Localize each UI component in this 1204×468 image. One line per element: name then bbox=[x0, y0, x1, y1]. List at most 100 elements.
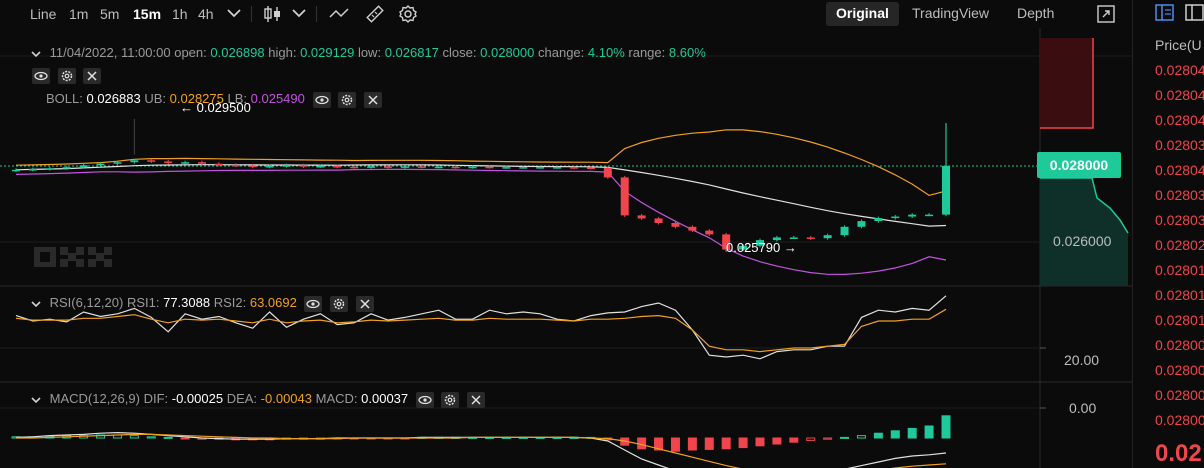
view-original-button[interactable]: Original bbox=[826, 2, 899, 26]
close-icon[interactable] bbox=[355, 295, 374, 312]
gear-icon[interactable] bbox=[330, 295, 349, 312]
okx-watermark-logo bbox=[34, 247, 112, 267]
rsi2-line bbox=[15, 308, 947, 353]
close-value: 0.028000 bbox=[480, 45, 535, 60]
timeframe-4h[interactable]: 4h bbox=[198, 6, 214, 22]
rsi2-value: 63.0692 bbox=[249, 295, 297, 310]
orderbook-price[interactable]: 0.02800 bbox=[1155, 412, 1204, 428]
candle-body bbox=[12, 169, 20, 172]
rsi-axis-tick: 20.00 bbox=[1064, 352, 1100, 368]
high-marker-label: ← 0.029500 bbox=[180, 100, 251, 115]
low-marker-label: 0.025790 → bbox=[726, 240, 797, 255]
timeframe-1m[interactable]: 1m bbox=[69, 6, 89, 22]
close-icon[interactable] bbox=[467, 391, 486, 408]
close-icon[interactable] bbox=[83, 67, 102, 84]
candle-body bbox=[806, 237, 815, 239]
orderbook-price[interactable]: 0.02803 bbox=[1155, 212, 1204, 228]
orderbook-price[interactable]: 0.02800 bbox=[1155, 387, 1204, 403]
eye-icon[interactable] bbox=[32, 67, 50, 84]
gear-icon[interactable] bbox=[57, 67, 76, 84]
fullscreen-icon[interactable] bbox=[1096, 4, 1116, 24]
candle-body bbox=[654, 218, 663, 223]
high-value: 0.029129 bbox=[300, 45, 355, 60]
rsi1-line bbox=[15, 295, 947, 360]
view-tradingview-button[interactable]: TradingView bbox=[912, 5, 990, 21]
gear-icon[interactable] bbox=[398, 4, 418, 24]
orderbook-price[interactable]: 0.02800 bbox=[1155, 362, 1204, 378]
orderbook-price[interactable]: 0.02804 bbox=[1155, 162, 1204, 178]
candle-body bbox=[502, 167, 511, 169]
gear-icon[interactable] bbox=[338, 91, 357, 108]
candle-body bbox=[603, 167, 612, 178]
view-depth-button[interactable]: Depth bbox=[1017, 5, 1055, 21]
orderbook-price[interactable]: 0.02803 bbox=[1155, 137, 1204, 153]
macd-bar bbox=[704, 437, 714, 450]
macd-bar bbox=[687, 437, 697, 451]
macd-bar bbox=[180, 437, 190, 440]
current-price-tag: 0.028000 bbox=[1037, 152, 1121, 178]
rsi-label: RSI(6,12,20) bbox=[49, 295, 124, 310]
toolbar-divider bbox=[251, 6, 252, 22]
candle-body bbox=[367, 166, 376, 168]
boll-value: 0.026883 bbox=[86, 91, 141, 106]
dea-line bbox=[16, 433, 947, 468]
orderbook-price[interactable]: 0.02804 bbox=[1155, 62, 1204, 78]
candle-body bbox=[113, 162, 122, 164]
candle-body bbox=[28, 169, 37, 171]
dif-value: -0.00025 bbox=[171, 391, 224, 406]
ruler-icon[interactable] bbox=[364, 4, 386, 24]
chevron-down-icon[interactable] bbox=[30, 394, 42, 406]
chart-area[interactable]: 11/04/2022, 11:00:00 open: 0.026898 high… bbox=[0, 28, 1132, 468]
timeframe-5m[interactable]: 5m bbox=[100, 6, 120, 22]
macd-bar bbox=[772, 437, 782, 445]
rsi-chart bbox=[15, 295, 947, 360]
chevron-down-icon[interactable] bbox=[30, 298, 42, 310]
eye-icon[interactable] bbox=[304, 295, 323, 312]
macd-bar bbox=[129, 435, 139, 439]
eye-icon[interactable] bbox=[415, 391, 434, 408]
macd-bar bbox=[840, 436, 850, 439]
orderbook-price[interactable]: 0.02804 bbox=[1155, 87, 1204, 103]
boll-middle-line bbox=[15, 164, 947, 227]
line-tool-icon[interactable] bbox=[328, 4, 350, 24]
close-icon[interactable] bbox=[363, 91, 382, 108]
orderbook-price[interactable]: 0.02801 bbox=[1155, 312, 1204, 328]
candle-body bbox=[570, 167, 578, 169]
orderbook-price[interactable]: 0.02801 bbox=[1155, 262, 1204, 278]
price-axis-tick: 0.026000 bbox=[1053, 233, 1112, 249]
price-chart[interactable] bbox=[0, 28, 1132, 468]
candle-body bbox=[79, 165, 88, 168]
macd-bar bbox=[873, 432, 883, 439]
timeframe-line[interactable]: Line bbox=[30, 6, 57, 22]
chevron-down-icon[interactable] bbox=[291, 4, 307, 22]
orderbook-layout-icon[interactable] bbox=[1185, 4, 1204, 22]
macd-bar bbox=[738, 437, 748, 449]
timeframe-1h[interactable]: 1h bbox=[172, 6, 188, 22]
orderbook-price[interactable]: 0.02803 bbox=[1155, 187, 1204, 203]
chevron-down-icon[interactable] bbox=[226, 4, 242, 22]
open-label: open: bbox=[174, 45, 207, 60]
candlestick-icon[interactable] bbox=[263, 4, 283, 24]
candle-body bbox=[485, 166, 494, 169]
orderbook-price[interactable]: 0.02801 bbox=[1155, 287, 1204, 303]
orderbook-price[interactable]: 0.02802 bbox=[1155, 237, 1204, 253]
orderbook-price-header: Price(U bbox=[1155, 37, 1202, 53]
candle-body bbox=[333, 166, 342, 168]
orderbook-price[interactable]: 0.02804 bbox=[1155, 112, 1204, 128]
orderbook-layout-icon[interactable] bbox=[1155, 4, 1175, 22]
candle-body bbox=[637, 215, 646, 219]
timeframe-15m[interactable]: 15m bbox=[133, 6, 162, 22]
close-label: close: bbox=[442, 45, 477, 60]
boll-lb-label: LB: bbox=[227, 91, 248, 106]
rsi-info: RSI(6,12,20) RSI1: 77.3088 RSI2: 63.0692 bbox=[30, 295, 374, 312]
range-value: 8.60% bbox=[668, 45, 706, 60]
gear-icon[interactable] bbox=[441, 391, 460, 408]
bollinger-bands bbox=[15, 129, 947, 276]
orderbook-price[interactable]: 0.02800 bbox=[1155, 337, 1204, 353]
eye-icon[interactable] bbox=[312, 91, 331, 108]
candle-body bbox=[468, 166, 477, 169]
macd-bar bbox=[163, 436, 173, 439]
candle-body bbox=[282, 165, 291, 167]
chevron-down-icon[interactable] bbox=[30, 48, 42, 60]
candles bbox=[12, 119, 950, 252]
